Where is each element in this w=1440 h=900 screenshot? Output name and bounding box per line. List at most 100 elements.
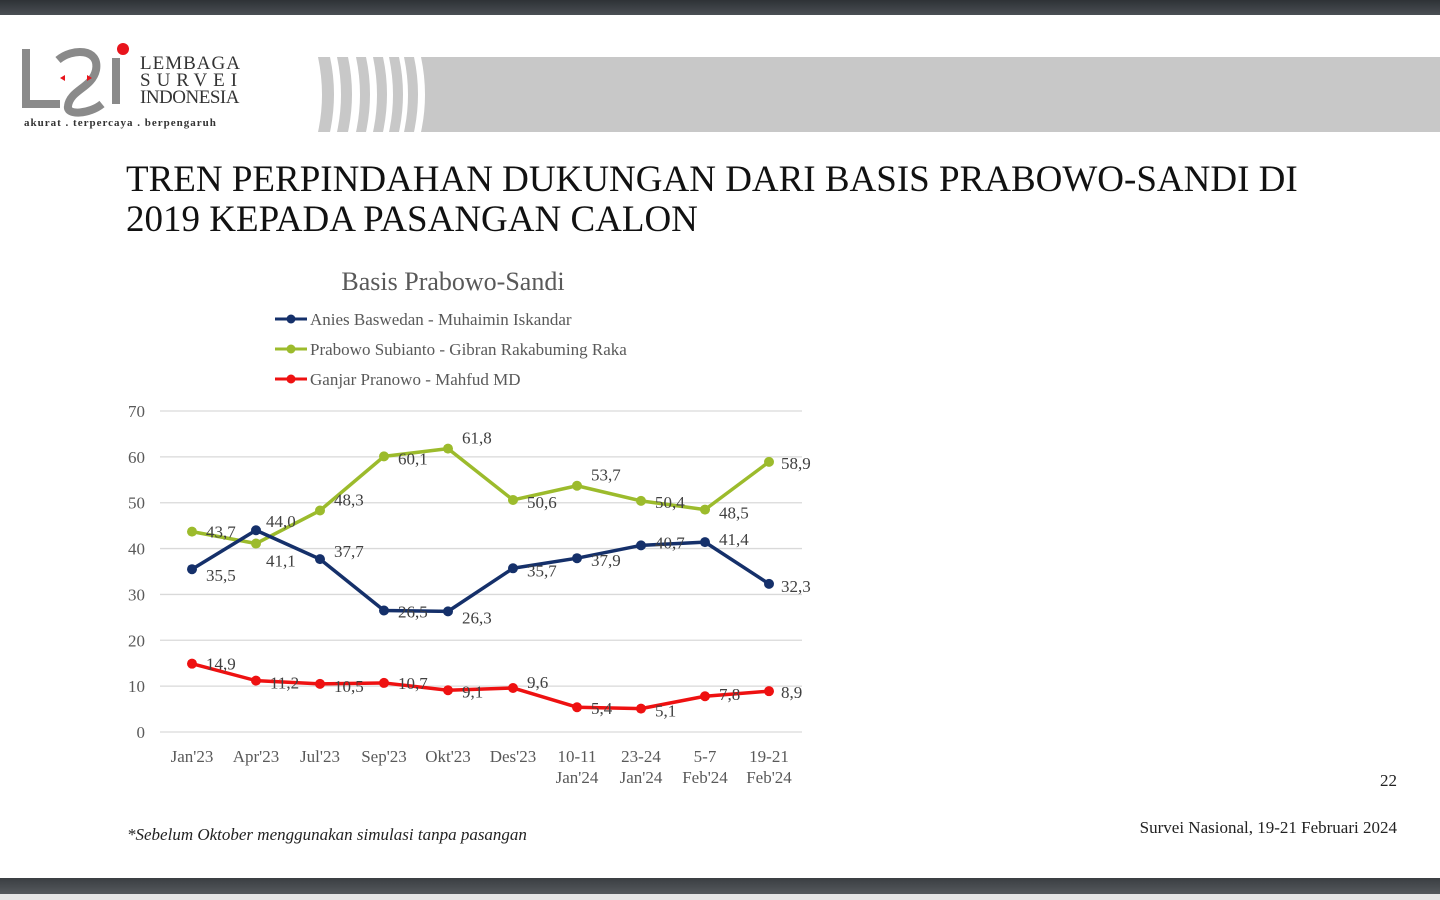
- data-point-marker: [251, 525, 261, 536]
- data-point-marker: [379, 677, 389, 688]
- data-label: 37,9: [591, 551, 621, 570]
- y-tick-label: 0: [137, 723, 146, 742]
- data-point-marker: [572, 480, 582, 491]
- data-point-marker: [315, 678, 325, 689]
- logo-wordmark: LEMBAGA SURVEI INDONESIA: [140, 53, 244, 108]
- data-label: 11,2: [270, 674, 299, 693]
- data-label: 50,4: [655, 493, 685, 512]
- data-label: 48,3: [334, 491, 364, 510]
- slide-title: TREN PERPINDAHAN DUKUNGAN DARI BASIS PRA…: [126, 160, 1386, 240]
- x-tick-label-line2: Feb'24: [682, 768, 728, 787]
- data-label: 60,1: [398, 449, 428, 468]
- data-label: 43,7: [206, 523, 236, 542]
- data-label: 50,6: [527, 493, 557, 512]
- logo-tagline: akurat . terpercaya . berpengaruh: [24, 117, 217, 129]
- series-line: [191, 446, 771, 546]
- data-point-marker: [700, 691, 710, 702]
- x-tick-label: 10-11: [557, 747, 596, 766]
- logo-line-1: LEMBAGA: [140, 53, 241, 74]
- data-label: 7,8: [719, 685, 740, 704]
- data-label: 40,7: [655, 533, 685, 552]
- data-label: 44,0: [266, 512, 296, 531]
- data-label: 8,9: [781, 683, 802, 702]
- x-tick-label: Jul'23: [300, 747, 340, 766]
- data-point-marker: [636, 495, 646, 506]
- legend-label: Ganjar Pranowo - Mahfud MD: [310, 370, 521, 389]
- x-tick-label: 19-21: [749, 747, 789, 766]
- data-label: 26,3: [462, 608, 492, 627]
- data-point-marker: [187, 526, 197, 537]
- bottom-bar: [0, 878, 1440, 894]
- data-point-marker: [251, 675, 261, 686]
- data-label: 37,7: [334, 542, 364, 561]
- data-point-marker: [443, 606, 453, 617]
- data-point-marker: [700, 504, 710, 515]
- lsi-logo-mark-icon: [22, 43, 129, 117]
- logo-line-3: INDONESIA: [140, 87, 239, 108]
- data-label: 9,1: [462, 682, 483, 701]
- data-label: 26,5: [398, 602, 428, 621]
- data-label: 10,7: [398, 674, 428, 693]
- source-note: Survei Nasional, 19-21 Februari 2024: [1139, 818, 1397, 837]
- x-tick-label: Apr'23: [233, 747, 280, 766]
- data-label: 58,9: [781, 454, 811, 473]
- data-point-marker: [572, 702, 582, 713]
- y-tick-label: 30: [128, 585, 145, 604]
- data-point-marker: [764, 456, 774, 467]
- logo-line-2: SURVEI: [140, 70, 244, 91]
- data-point-marker: [764, 578, 774, 589]
- data-point-marker: [443, 685, 453, 696]
- footnote: *Sebelum Oktober menggunakan simulasi ta…: [127, 825, 527, 844]
- data-label: 61,8: [462, 429, 492, 448]
- x-tick-label-line2: Jan'24: [556, 768, 599, 787]
- data-point-marker: [508, 563, 518, 574]
- x-tick-label: 23-24: [621, 747, 661, 766]
- data-point-marker: [315, 554, 325, 565]
- x-tick-label: Des'23: [490, 747, 537, 766]
- data-point-marker: [764, 686, 774, 697]
- data-point-marker: [572, 553, 582, 564]
- data-label: 35,7: [527, 561, 557, 580]
- data-point-marker: [379, 451, 389, 462]
- data-point-marker: [187, 564, 197, 575]
- series-line: [191, 661, 770, 711]
- legend-marker-icon: [286, 314, 296, 324]
- legend-marker-icon: [286, 374, 296, 384]
- page-number: 22: [1380, 771, 1397, 790]
- x-tick-label-line2: Jan'24: [620, 768, 663, 787]
- series-line: [191, 528, 770, 614]
- data-point-marker: [700, 537, 710, 548]
- y-tick-label: 60: [128, 448, 145, 467]
- data-label: 48,5: [719, 504, 749, 523]
- data-label: 5,1: [655, 702, 676, 721]
- y-tick-label: 20: [128, 631, 145, 650]
- x-tick-label-line2: Feb'24: [746, 768, 792, 787]
- lsi-logo: LEMBAGA SURVEI INDONESIA akurat . terper…: [20, 40, 280, 135]
- data-point-marker: [315, 505, 325, 516]
- y-tick-label: 70: [128, 402, 145, 421]
- y-tick-label: 10: [128, 677, 145, 696]
- data-point-marker: [251, 538, 261, 549]
- x-tick-label: Jan'23: [171, 747, 214, 766]
- legend-marker-icon: [286, 344, 296, 354]
- y-tick-label: 40: [128, 540, 145, 559]
- data-label: 41,4: [719, 530, 749, 549]
- top-bar: [0, 0, 1440, 15]
- legend-label: Prabowo Subianto - Gibran Rakabuming Rak…: [310, 340, 627, 359]
- bottom-strip: [0, 894, 1440, 900]
- data-label: 53,7: [591, 466, 621, 485]
- data-point-marker: [379, 605, 389, 616]
- data-label: 9,6: [527, 673, 548, 692]
- data-point-marker: [508, 494, 518, 505]
- data-label: 10,5: [334, 677, 364, 696]
- data-label: 35,5: [206, 566, 236, 585]
- y-tick-label: 50: [128, 494, 145, 513]
- x-tick-label: Okt'23: [425, 747, 471, 766]
- data-point-marker: [636, 703, 646, 714]
- data-label: 32,3: [781, 577, 811, 596]
- slide-title-line-2: 2019 KEPADA PASANGAN CALON: [126, 199, 698, 240]
- x-tick-label: 5-7: [694, 747, 717, 766]
- data-point-marker: [508, 682, 518, 693]
- chart-title: Basis Prabowo-Sandi: [341, 267, 564, 296]
